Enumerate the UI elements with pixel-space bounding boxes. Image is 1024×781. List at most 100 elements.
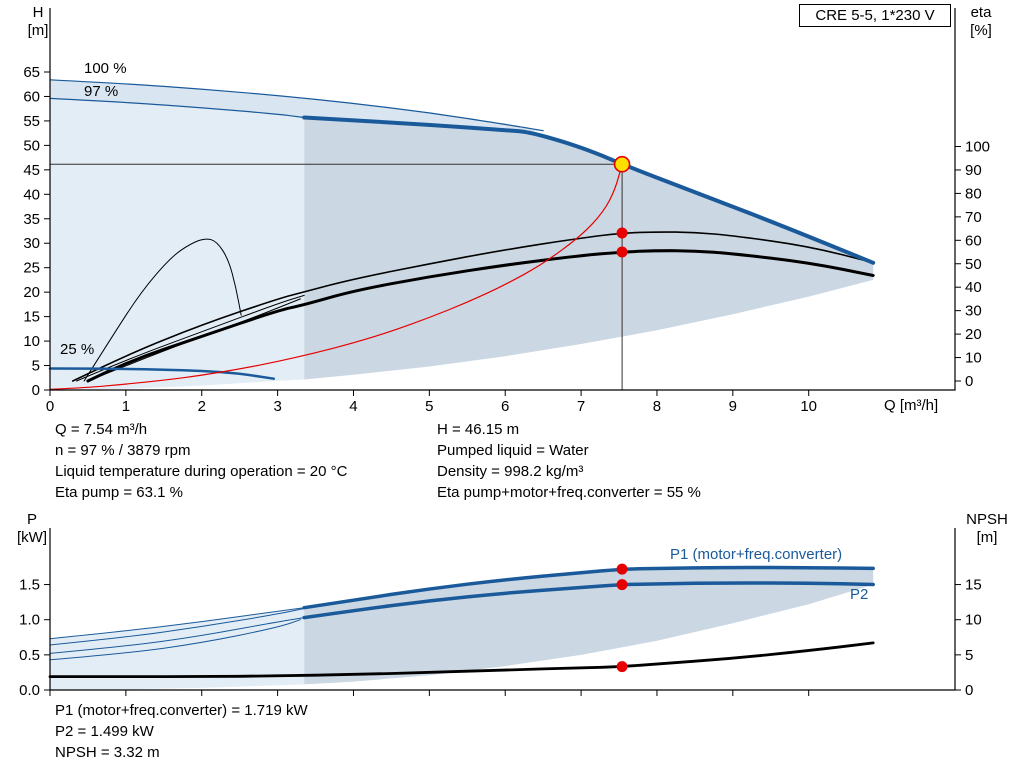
curve-eta-family-a [76,294,305,382]
npsh-marker-dot [616,661,628,673]
h-axis-title: H [m] [18,4,58,40]
npsh-axis-title: NPSH [m] [956,511,1018,547]
curve-eta-total [86,249,875,383]
p-tick-label: 1.5 [19,577,40,594]
q-tick-label: 3 [273,398,281,415]
eta-axis-title: eta [%] [958,4,1004,40]
result-head: H = 46.15 m [437,421,520,438]
eta-tick-label: 100 [965,139,990,156]
result-eta-total: Eta pump+motor+freq.converter = 55 % [437,484,701,501]
top-results-right: H = 46.15 m Pumped liquid = Water Densit… [437,419,701,503]
h-tick-label: 45 [23,162,40,179]
curve-p-fan-4 [49,619,301,661]
duty-point-marker[interactable] [613,155,631,173]
npsh-tick-label: 10 [965,612,982,629]
pump-model-box: CRE 5-5, 1*230 V [799,4,951,27]
eta-tick-label: 90 [965,162,982,179]
curve-npsh [48,641,875,678]
q-tick-label: 1 [122,398,130,415]
result-eta-pump: Eta pump = 63.1 % [55,484,183,501]
region-bottom-envelope-dark [304,567,874,685]
region-envelope-dark [304,117,874,380]
npsh-tick-label: 15 [965,577,982,594]
h-tick-label: 60 [23,88,40,105]
q-tick-label: 6 [501,398,509,415]
curve-eta-dome-reduced-speed [83,238,242,382]
bottom-results: P1 (motor+freq.converter) = 1.719 kW P2 … [55,700,308,763]
p1-curve-label: P1 (motor+freq.converter) [670,546,843,563]
curve-p-fan-2 [49,608,305,646]
top-chart-frame [49,8,956,391]
q-tick-label: 5 [425,398,433,415]
eta-tick-label: 80 [965,185,982,202]
eta-tick-label: 60 [965,232,982,249]
power-marker-dot [616,579,628,591]
eta-marker-dot [616,227,628,239]
eta-axis-title-line2: [%] [970,22,992,39]
q-tick-label: 7 [577,398,585,415]
curve-p1 [302,565,875,610]
result-npsh: NPSH = 3.32 m [55,744,160,761]
h-axis-title-line2: [m] [27,22,49,39]
q-tick-label: 2 [198,398,206,415]
h-tick-label: 55 [23,113,40,130]
curve-qh-25pct [48,367,276,380]
p-tick-label: 1.0 [19,612,40,629]
npsh-axis-title-line2: [m] [976,529,998,546]
curve-qh-100pct [49,79,544,132]
npsh-tick-label: 5 [965,647,973,664]
h-tick-label: 10 [23,333,40,350]
q-axis-title: Q [m³/h] [884,397,939,414]
p2-curve-label: P2 [850,586,869,603]
eta-marker-dot [616,246,628,258]
result-p1: P1 (motor+freq.converter) = 1.719 kW [55,702,308,719]
curve-system-curve [49,163,623,390]
result-speed: n = 97 % / 3879 rpm [55,442,191,459]
speed-label-97: 97 % [84,83,119,100]
result-density: Density = 998.2 kg/m³ [437,463,584,480]
curve-p2 [302,581,875,620]
region-wedge-light [50,79,544,132]
p-axis-title-line2: [kW] [17,529,47,546]
eta-tick-label: 40 [965,279,982,296]
result-liquid-temp: Liquid temperature during operation = 20… [55,463,348,480]
result-p2: P2 = 1.499 kW [55,723,154,740]
eta-axis-title-line1: eta [970,4,992,21]
top-results-left: Q = 7.54 m³/h n = 97 % / 3879 rpm Liquid… [55,419,347,503]
power-marker-dot [616,563,628,575]
h-axis-title-line1: H [32,4,44,21]
h-tick-label: 65 [23,64,40,81]
curve-qh-duty-speed [302,115,876,265]
h-tick-label: 35 [23,211,40,228]
h-tick-label: 25 [23,260,40,277]
speed-label-100: 100 % [84,60,127,77]
eta-tick-label: 10 [965,350,982,367]
eta-tick-label: 20 [965,326,982,343]
npsh-axis-title-line1: NPSH [966,511,1008,528]
result-pumped-liquid: Pumped liquid = Water [437,442,589,459]
curve-qh-97pct [49,97,305,119]
h-tick-label: 15 [23,309,40,326]
eta-tick-label: 50 [965,256,982,273]
curve-eta-pump [72,231,874,382]
h-tick-label: 5 [32,358,40,375]
p-axis-title-line1: P [26,511,37,528]
h-tick-label: 30 [23,235,40,252]
curve-p-fan-1 [49,607,305,640]
h-tick-label: 0 [32,382,40,399]
result-flow: Q = 7.54 m³/h [55,421,148,438]
eta-tick-label: 70 [965,209,982,226]
h-tick-label: 40 [23,186,40,203]
p-axis-title: P [kW] [10,511,54,547]
q-tick-label: 4 [349,398,357,415]
eta-tick-label: 30 [965,303,982,320]
q-tick-label: 8 [653,398,661,415]
q-tick-label: 9 [729,398,737,415]
h-tick-label: 20 [23,284,40,301]
p-tick-label: 0.0 [19,682,40,699]
npsh-tick-label: 0 [965,682,973,699]
q-tick-label: 0 [46,398,54,415]
bottom-chart-frame [49,528,956,691]
